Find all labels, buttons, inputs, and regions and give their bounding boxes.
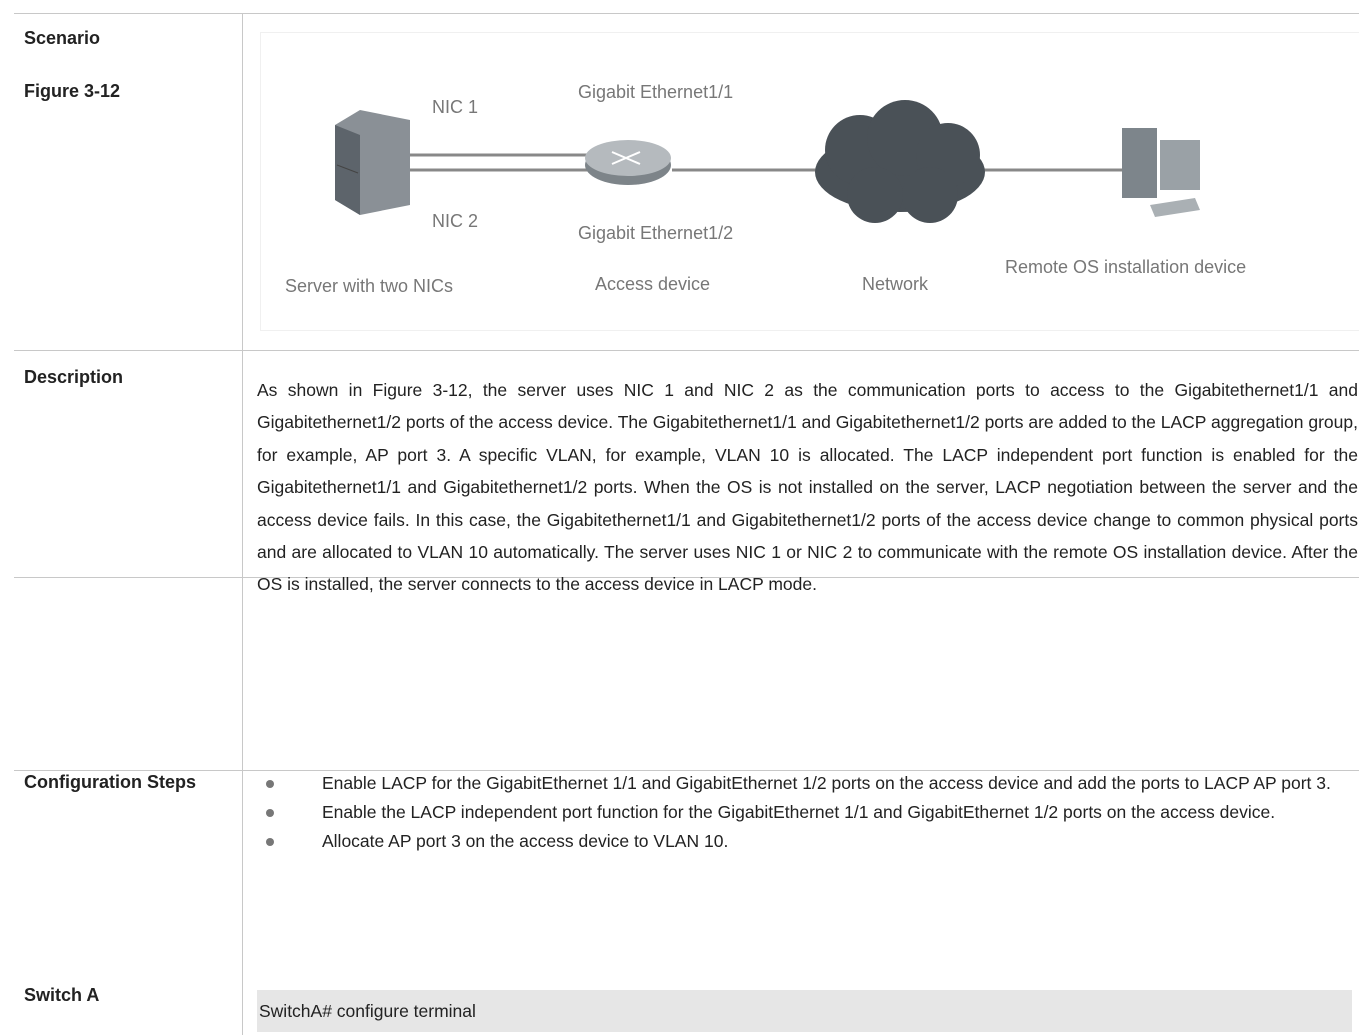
cloud-icon: [815, 100, 985, 223]
step-text: Enable LACP for the GigabitEthernet 1/1 …: [322, 773, 1331, 793]
step: Allocate AP port 3 on the access device …: [257, 828, 1358, 854]
figure-text: Gigabit Ethernet1/1: [578, 82, 734, 102]
row-header: Switch A: [24, 985, 100, 1005]
code-block: SwitchA# configure terminal: [257, 990, 1352, 1032]
figure-text: Server with two NICs: [285, 276, 454, 296]
figure-text: Access device: [595, 274, 711, 294]
row-header: Description: [24, 367, 124, 387]
bullet: [266, 780, 274, 789]
figure-text: Gigabit Ethernet1/2: [578, 223, 734, 243]
pc-icon: [1122, 128, 1200, 217]
step: Enable the LACP independent port functio…: [257, 799, 1358, 825]
row-header: Configuration Steps: [24, 772, 196, 792]
row-header: Scenario: [24, 28, 101, 48]
server-icon: [335, 110, 410, 215]
figure-text: NIC 1: [432, 97, 479, 117]
bullet: [266, 809, 274, 818]
step-list: Enable LACP for the GigabitEthernet 1/1 …: [257, 770, 1358, 857]
figure-text: Network: [862, 274, 929, 294]
step: Enable LACP for the GigabitEthernet 1/1 …: [257, 770, 1358, 796]
step-text: Enable the LACP independent port functio…: [322, 802, 1276, 822]
bullet: [266, 838, 274, 847]
figure-label: Figure 3-12: [24, 81, 121, 101]
description-text: As shown in Figure 3-12, the server uses…: [257, 380, 1358, 595]
figure-text: Remote OS installation device: [1005, 257, 1247, 277]
figure-text: NIC 2: [432, 211, 479, 231]
code-line: SwitchA# configure terminal: [259, 1001, 476, 1021]
switch-icon: [585, 140, 671, 185]
step-text: Allocate AP port 3 on the access device …: [322, 831, 729, 851]
